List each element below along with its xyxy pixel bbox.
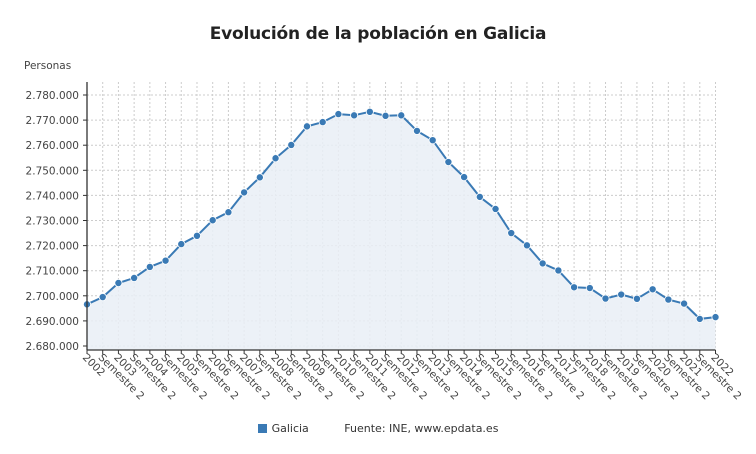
data-point[interactable] [145, 262, 154, 271]
y-tick-label: 2.690.000 [26, 316, 79, 328]
y-tick-label: 2.710.000 [26, 266, 79, 278]
data-point[interactable] [538, 259, 547, 268]
data-point[interactable] [287, 140, 296, 149]
data-point[interactable] [412, 126, 421, 135]
data-point[interactable] [585, 284, 594, 293]
y-tick-label: 2.780.000 [26, 90, 79, 102]
y-tick-label: 2.700.000 [26, 291, 79, 303]
data-point[interactable] [302, 122, 311, 131]
y-tick-label: 2.770.000 [26, 115, 79, 127]
data-point[interactable] [664, 295, 673, 304]
data-point[interactable] [192, 231, 201, 240]
data-point[interactable] [460, 173, 469, 182]
data-point[interactable] [680, 299, 689, 308]
data-point[interactable] [475, 192, 484, 201]
data-point[interactable] [318, 118, 327, 127]
data-point[interactable] [617, 290, 626, 299]
data-point[interactable] [350, 111, 359, 120]
data-point[interactable] [444, 158, 453, 167]
legend-item-galicia[interactable]: Galicia [257, 422, 313, 435]
data-point[interactable] [271, 154, 280, 163]
data-point[interactable] [522, 241, 531, 250]
legend: Galicia Fuente: INE, www.epdata.es [0, 422, 756, 435]
data-point[interactable] [240, 188, 249, 197]
y-tick-label: 2.740.000 [26, 190, 79, 202]
area-fill [87, 111, 716, 350]
y-tick-label: 2.730.000 [26, 216, 79, 228]
chart-title: Evolución de la población en Galicia [209, 24, 547, 44]
data-point[interactable] [428, 136, 437, 145]
y-axis-ticks: 2.680.000 2.690.000 2.700.000 2.710.000 2.72… [26, 90, 87, 353]
data-point[interactable] [334, 110, 343, 119]
legend-swatch-icon [257, 424, 267, 433]
data-point[interactable] [570, 283, 579, 292]
data-point[interactable] [365, 107, 374, 116]
data-point[interactable] [177, 240, 186, 249]
data-point[interactable] [507, 229, 516, 238]
data-point[interactable] [632, 294, 641, 303]
data-point[interactable] [554, 266, 563, 275]
data-point[interactable] [224, 208, 233, 217]
source-note: Fuente: INE, www.epdata.es [344, 422, 499, 435]
y-axis-unit-label: Personas [24, 60, 72, 72]
data-point[interactable] [491, 204, 500, 213]
data-point[interactable] [255, 173, 264, 182]
data-point[interactable] [130, 273, 139, 282]
legend-label: Galicia [271, 422, 309, 435]
data-point[interactable] [601, 294, 610, 303]
data-point[interactable] [208, 216, 217, 225]
data-point[interactable] [161, 256, 170, 265]
data-points [83, 107, 720, 323]
y-tick-label: 2.760.000 [26, 140, 79, 152]
data-point[interactable] [695, 314, 704, 323]
y-tick-label: 2.680.000 [26, 341, 79, 353]
y-tick-label: 2.720.000 [26, 241, 79, 253]
y-tick-label: 2.750.000 [26, 165, 79, 177]
data-point[interactable] [114, 278, 123, 287]
data-point[interactable] [648, 285, 657, 294]
data-point[interactable] [381, 111, 390, 120]
data-point[interactable] [98, 293, 107, 302]
data-point[interactable] [397, 111, 406, 120]
data-point[interactable] [711, 313, 720, 322]
